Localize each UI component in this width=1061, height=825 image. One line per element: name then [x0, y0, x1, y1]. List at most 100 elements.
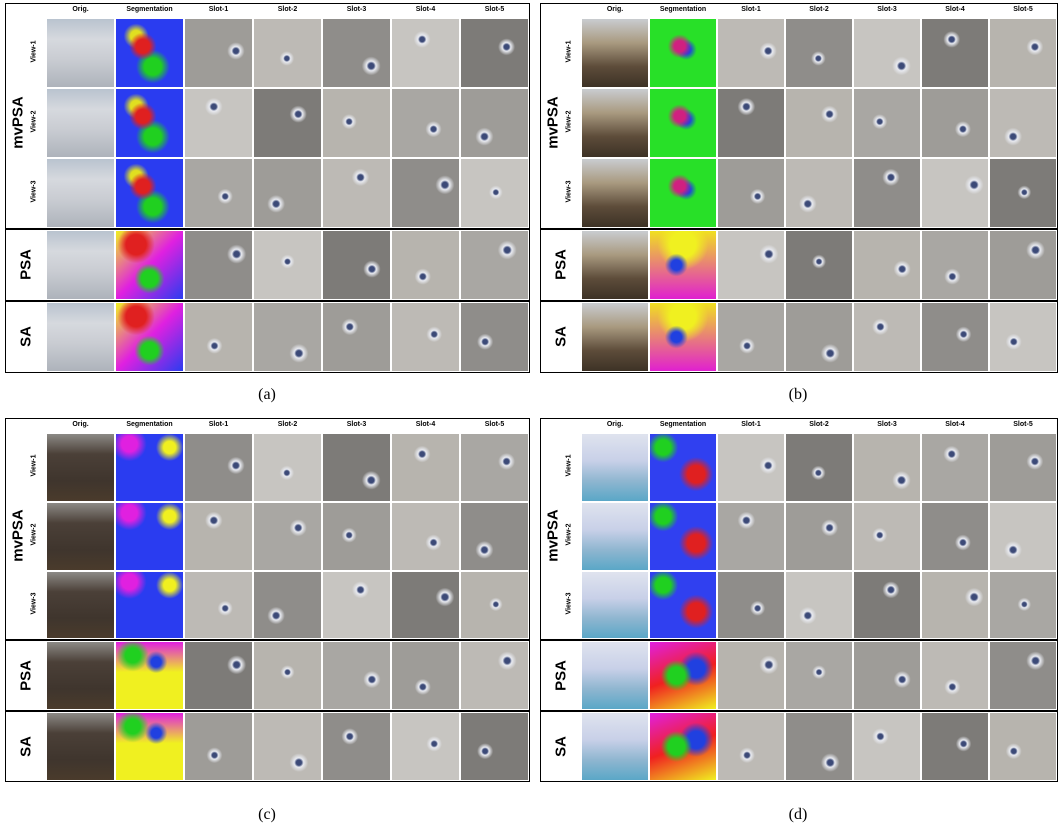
image-cell — [254, 503, 321, 570]
image-cell — [922, 159, 988, 227]
image-cell — [922, 231, 988, 299]
image-cell — [254, 642, 321, 709]
image-cell — [718, 89, 784, 157]
image-cell — [786, 572, 852, 639]
image-cell — [116, 642, 183, 709]
image-cell — [116, 503, 183, 570]
image-cell — [392, 159, 459, 227]
image-cell — [323, 303, 390, 371]
image-cell — [392, 572, 459, 639]
image-cell — [47, 572, 114, 639]
column-header: Orig. — [46, 421, 115, 428]
image-cell — [254, 19, 321, 87]
image-cell — [990, 89, 1056, 157]
image-cell — [786, 231, 852, 299]
image-cell — [254, 713, 321, 780]
image-cell — [786, 89, 852, 157]
page: Orig.SegmentationSlot-1Slot-2Slot-3Slot-… — [0, 0, 1061, 825]
image-cell — [116, 303, 183, 371]
image-cell — [392, 713, 459, 780]
image-cell — [922, 303, 988, 371]
image-cell — [582, 19, 648, 87]
group-label: SA — [553, 297, 570, 374]
image-cell — [185, 159, 252, 227]
image-cell — [185, 303, 252, 371]
image-cell — [185, 231, 252, 299]
column-header: Slot-1 — [184, 6, 253, 13]
view-label: View-3 — [566, 574, 573, 634]
image-cell — [582, 572, 648, 639]
image-cell — [323, 642, 390, 709]
image-cell — [392, 642, 459, 709]
group-separator — [6, 710, 530, 712]
image-cell — [718, 303, 784, 371]
image-cell — [990, 159, 1056, 227]
column-header: Slot-3 — [853, 6, 921, 13]
image-cell — [718, 231, 784, 299]
image-cell — [650, 19, 716, 87]
image-cell — [47, 434, 114, 501]
image-cell — [650, 159, 716, 227]
column-header: Slot-5 — [989, 6, 1057, 13]
image-cell — [47, 159, 114, 227]
image-cell — [323, 19, 390, 87]
column-header: Slot-3 — [322, 421, 391, 428]
image-cell — [854, 303, 920, 371]
image-cell — [323, 713, 390, 780]
column-header: Slot-4 — [391, 421, 460, 428]
image-cell — [461, 713, 528, 780]
panel-caption: (c) — [237, 806, 297, 824]
image-cell — [922, 642, 988, 709]
group-label: PSA — [553, 635, 570, 715]
image-cell — [392, 434, 459, 501]
image-cell — [854, 642, 920, 709]
image-cell — [786, 503, 852, 570]
image-cell — [990, 572, 1056, 639]
image-cell — [650, 503, 716, 570]
image-cell — [392, 231, 459, 299]
image-cell — [650, 434, 716, 501]
group-separator — [541, 228, 1058, 230]
image-cell — [185, 19, 252, 87]
image-cell — [990, 434, 1056, 501]
image-cell — [718, 434, 784, 501]
image-cell — [392, 303, 459, 371]
group-separator — [6, 228, 530, 230]
image-cell — [582, 231, 648, 299]
image-cell — [650, 572, 716, 639]
panel-caption: (a) — [237, 386, 297, 404]
image-cell — [254, 89, 321, 157]
column-header: Segmentation — [115, 6, 184, 13]
image-cell — [854, 231, 920, 299]
image-cell — [392, 503, 459, 570]
image-cell — [650, 303, 716, 371]
image-cell — [786, 159, 852, 227]
group-label: SA — [18, 706, 35, 782]
image-cell — [323, 159, 390, 227]
column-header: Slot-5 — [460, 6, 529, 13]
image-cell — [185, 503, 252, 570]
column-header: Segmentation — [649, 421, 717, 428]
image-cell — [116, 572, 183, 639]
image-cell — [461, 159, 528, 227]
image-cell — [47, 303, 114, 371]
image-cell — [582, 713, 648, 780]
image-cell — [854, 89, 920, 157]
group-separator — [541, 639, 1058, 641]
image-cell — [990, 303, 1056, 371]
image-cell — [116, 231, 183, 299]
image-cell — [461, 303, 528, 371]
image-cell — [854, 572, 920, 639]
image-cell — [116, 713, 183, 780]
image-cell — [116, 434, 183, 501]
image-cell — [854, 19, 920, 87]
image-cell — [786, 713, 852, 780]
column-header: Slot-1 — [717, 6, 785, 13]
image-cell — [47, 713, 114, 780]
image-cell — [116, 159, 183, 227]
column-header: Slot-1 — [717, 421, 785, 428]
image-cell — [47, 89, 114, 157]
image-cell — [461, 89, 528, 157]
